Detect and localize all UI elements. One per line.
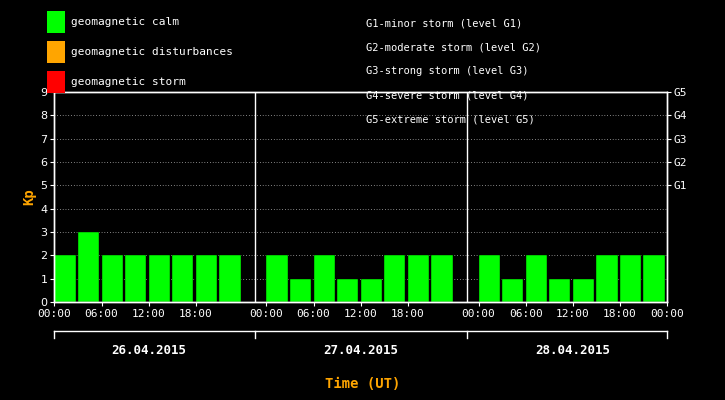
Text: G5-extreme storm (level G5): G5-extreme storm (level G5) [366,114,535,124]
Text: geomagnetic calm: geomagnetic calm [71,17,179,27]
Text: geomagnetic disturbances: geomagnetic disturbances [71,47,233,57]
Text: G2-moderate storm (level G2): G2-moderate storm (level G2) [366,42,541,52]
Bar [267,255,288,302]
Text: 28.04.2015: 28.04.2015 [535,344,610,356]
Text: geomagnetic storm: geomagnetic storm [71,77,186,87]
Bar [54,255,75,302]
Y-axis label: Kp: Kp [22,189,36,205]
Bar [644,255,665,302]
Text: 27.04.2015: 27.04.2015 [323,344,398,356]
Bar [196,255,217,302]
Text: G3-strong storm (level G3): G3-strong storm (level G3) [366,66,529,76]
Bar [219,255,241,302]
Bar [526,255,547,302]
Bar [125,255,146,302]
Text: Time (UT): Time (UT) [325,377,400,391]
Bar [149,255,170,302]
Bar [78,232,99,302]
Bar [360,279,382,302]
Bar [478,255,500,302]
Text: 26.04.2015: 26.04.2015 [111,344,186,356]
Bar [573,279,594,302]
Bar [102,255,123,302]
Bar [384,255,405,302]
Text: G4-severe storm (level G4): G4-severe storm (level G4) [366,90,529,100]
Bar [173,255,194,302]
Bar [596,255,618,302]
Bar [313,255,335,302]
Bar [290,279,311,302]
Bar [407,255,429,302]
Text: G1-minor storm (level G1): G1-minor storm (level G1) [366,18,523,28]
Bar [337,279,358,302]
Bar [620,255,641,302]
Bar [550,279,571,302]
Bar [431,255,452,302]
Bar [502,279,523,302]
